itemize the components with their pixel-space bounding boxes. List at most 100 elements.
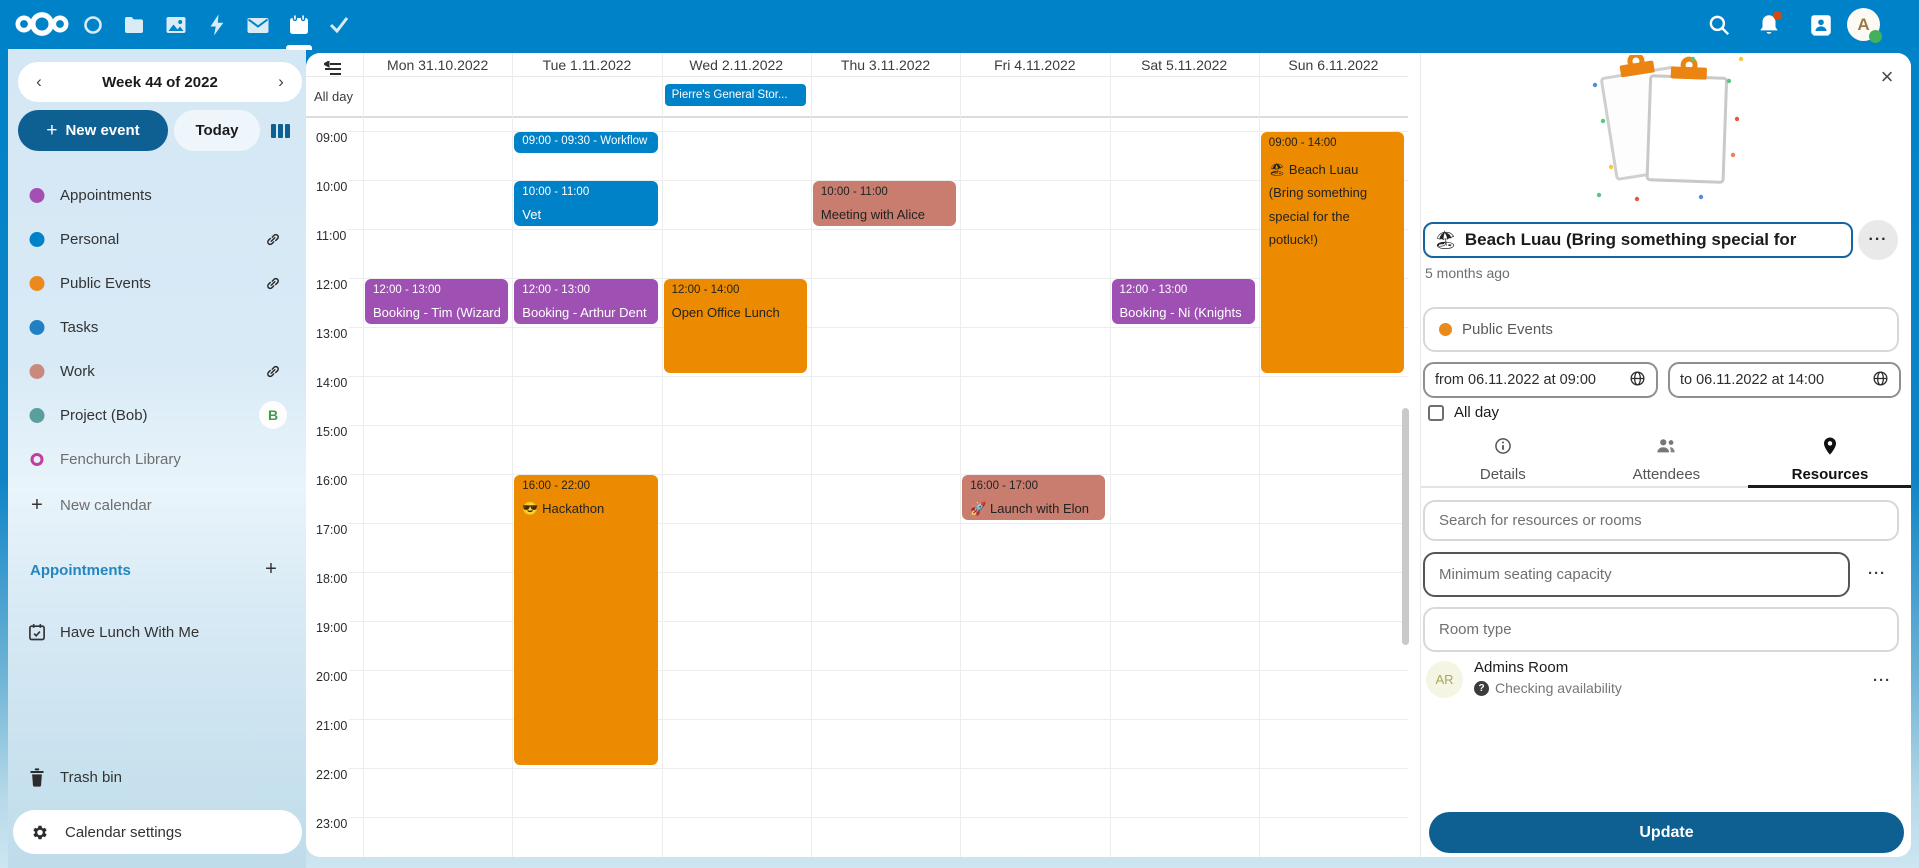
- globe-icon[interactable]: [1629, 370, 1646, 391]
- calendar-settings-button[interactable]: Calendar settings: [13, 810, 302, 854]
- calendar-label: Personal: [60, 230, 120, 248]
- share-link-icon[interactable]: [265, 275, 282, 292]
- calendar-event[interactable]: 09:00 - 14:00 🏖 Beach Luau (Bring somethi…: [1260, 132, 1405, 373]
- update-button[interactable]: Update: [1429, 812, 1904, 853]
- resource-search-input[interactable]: [1423, 500, 1899, 541]
- sidebar-calendar-appointments[interactable]: Appointments: [8, 173, 306, 217]
- tab-resources[interactable]: Resources: [1748, 432, 1911, 488]
- tab-attendees[interactable]: Attendees: [1585, 432, 1749, 486]
- calendar-event[interactable]: 10:00 - 11:00 Meeting with Alice: [812, 181, 957, 226]
- globe-icon[interactable]: [1872, 370, 1889, 391]
- calendar-picker[interactable]: Public Events: [1423, 307, 1899, 352]
- calendar-dot[interactable]: [29, 187, 45, 203]
- seating-options-menu-icon[interactable]: ···: [1868, 565, 1886, 582]
- nextcloud-logo-icon[interactable]: [14, 10, 70, 38]
- calendar-dot[interactable]: [29, 231, 45, 247]
- calendar-ring[interactable]: [30, 452, 44, 466]
- appointment-item[interactable]: Have Lunch With Me: [8, 610, 306, 654]
- event-actions-menu-icon[interactable]: ···: [1858, 220, 1898, 260]
- notifications-bell-icon[interactable]: [1756, 11, 1782, 38]
- calendar-label: Project (Bob): [60, 406, 148, 424]
- day-header[interactable]: Thu 3.11.2022: [840, 56, 931, 73]
- tasks-icon[interactable]: [327, 13, 351, 37]
- trash-bin-button[interactable]: Trash bin: [8, 755, 306, 799]
- new-event-button[interactable]: + New event: [18, 110, 168, 151]
- resource-options-menu-icon[interactable]: ···: [1873, 672, 1891, 689]
- sidebar-calendar-personal[interactable]: Personal: [8, 217, 306, 261]
- resource-status: ? Checking availability: [1474, 680, 1622, 696]
- files-icon[interactable]: [122, 13, 146, 37]
- tab-label: Details: [1479, 465, 1526, 483]
- calendar-event[interactable]: 12:00 - 13:00 Booking - Arthur Dent: [514, 279, 658, 324]
- event-title-input[interactable]: 🏖 Beach Luau (Bring something special fo…: [1423, 222, 1853, 258]
- view-mode-icon[interactable]: [268, 119, 292, 143]
- calendar-color-dot: [1439, 323, 1452, 336]
- collapse-allday-icon[interactable]: [322, 60, 342, 82]
- calendar-dot[interactable]: [29, 319, 45, 335]
- end-datetime-picker[interactable]: to 06.11.2022 at 14:00: [1668, 362, 1901, 398]
- hour-label: 13:00: [314, 326, 350, 342]
- hour-label: 09:00: [314, 130, 350, 146]
- event-title: Booking - Tim (Wizard): [373, 305, 501, 320]
- calendar-dot[interactable]: [29, 407, 45, 423]
- event-time: 09:00 - 09:30 - Workflow: [522, 135, 648, 147]
- next-week-button[interactable]: ›: [278, 72, 284, 91]
- close-icon[interactable]: ×: [1880, 64, 1894, 89]
- day-header[interactable]: Mon 31.10.2022: [387, 56, 489, 73]
- new-calendar-button[interactable]: + New calendar: [31, 493, 152, 516]
- notification-dot: [1773, 11, 1782, 20]
- day-header[interactable]: Wed 2.11.2022: [689, 56, 784, 73]
- tab-label: Resources: [1791, 465, 1869, 483]
- start-datetime-picker[interactable]: from 06.11.2022 at 09:00: [1423, 362, 1658, 398]
- hour-label: 10:00: [314, 179, 350, 195]
- seating-capacity-input[interactable]: [1423, 552, 1850, 597]
- search-icon[interactable]: [1706, 12, 1732, 38]
- hour-label: 20:00: [314, 669, 350, 685]
- allday-checkbox[interactable]: All day: [1428, 404, 1499, 421]
- sidebar-calendar-project-bob-[interactable]: Project (Bob) B: [8, 393, 306, 437]
- calendar-dot[interactable]: [29, 363, 45, 379]
- calendar-event[interactable]: 12:00 - 14:00 Open Office Lunch: [663, 279, 807, 373]
- user-avatar[interactable]: A: [1847, 8, 1882, 43]
- calendar-event[interactable]: 09:00 - 09:30 - Workflow: [514, 132, 658, 153]
- calendar-scrollbar[interactable]: [1402, 408, 1409, 645]
- activity-icon[interactable]: [205, 13, 229, 37]
- day-header[interactable]: Sun 6.11.2022: [1288, 56, 1379, 73]
- calendar-event[interactable]: 12:00 - 13:00 Booking - Tim (Wizard): [365, 279, 509, 324]
- event-time: 16:00 - 22:00: [522, 480, 591, 492]
- calendar-event[interactable]: 16:00 - 17:00 🚀 Launch with Elon: [962, 475, 1106, 520]
- add-appointment-button[interactable]: +: [265, 557, 277, 580]
- calendar-event[interactable]: 16:00 - 22:00 😎 Hackathon: [514, 475, 658, 765]
- share-link-icon[interactable]: [265, 363, 282, 380]
- calendar-app-icon[interactable]: [287, 13, 311, 37]
- allday-row-label: All day: [314, 89, 354, 104]
- sidebar-calendar-public-events[interactable]: Public Events: [8, 261, 306, 305]
- hour-gridline: [346, 425, 1408, 426]
- sidebar-calendar-fenchurch-library[interactable]: Fenchurch Library: [8, 437, 306, 481]
- previous-week-button[interactable]: ‹: [36, 72, 42, 91]
- dashboard-icon[interactable]: [81, 13, 105, 37]
- mail-icon[interactable]: [246, 13, 270, 37]
- calendar-label: Tasks: [60, 318, 99, 336]
- calendar-dot[interactable]: [29, 275, 45, 291]
- calendar-list: Appointments Personal Public Events Tasks Wo…: [8, 173, 306, 481]
- contacts-icon[interactable]: [1808, 12, 1834, 38]
- allday-event[interactable]: Pierre's General Stor...: [664, 84, 806, 106]
- room-type-input[interactable]: [1423, 607, 1899, 652]
- calendar-event[interactable]: 12:00 - 13:00 Booking - Ni (Knights: [1111, 279, 1255, 324]
- sidebar-calendar-tasks[interactable]: Tasks: [8, 305, 306, 349]
- tab-details[interactable]: Details: [1421, 432, 1585, 486]
- calendar-event[interactable]: 10:00 - 11:00 Vet: [514, 181, 658, 226]
- column-divider: [1258, 53, 1260, 857]
- checkbox-box[interactable]: [1428, 404, 1444, 421]
- day-header[interactable]: Sat 5.11.2022: [1141, 56, 1228, 73]
- share-link-icon[interactable]: [265, 231, 282, 248]
- event-time: 10:00 - 11:00: [820, 186, 888, 198]
- day-header[interactable]: Tue 1.11.2022: [542, 56, 632, 73]
- day-header[interactable]: Fri 4.11.2022: [994, 56, 1076, 73]
- photos-icon[interactable]: [164, 13, 188, 37]
- today-button[interactable]: Today: [174, 110, 260, 151]
- hour-gridline: [346, 180, 1408, 181]
- sidebar-calendar-work[interactable]: Work: [8, 349, 306, 393]
- resource-list-item[interactable]: AR Admins Room ? Checking availability ·…: [1421, 657, 1911, 709]
